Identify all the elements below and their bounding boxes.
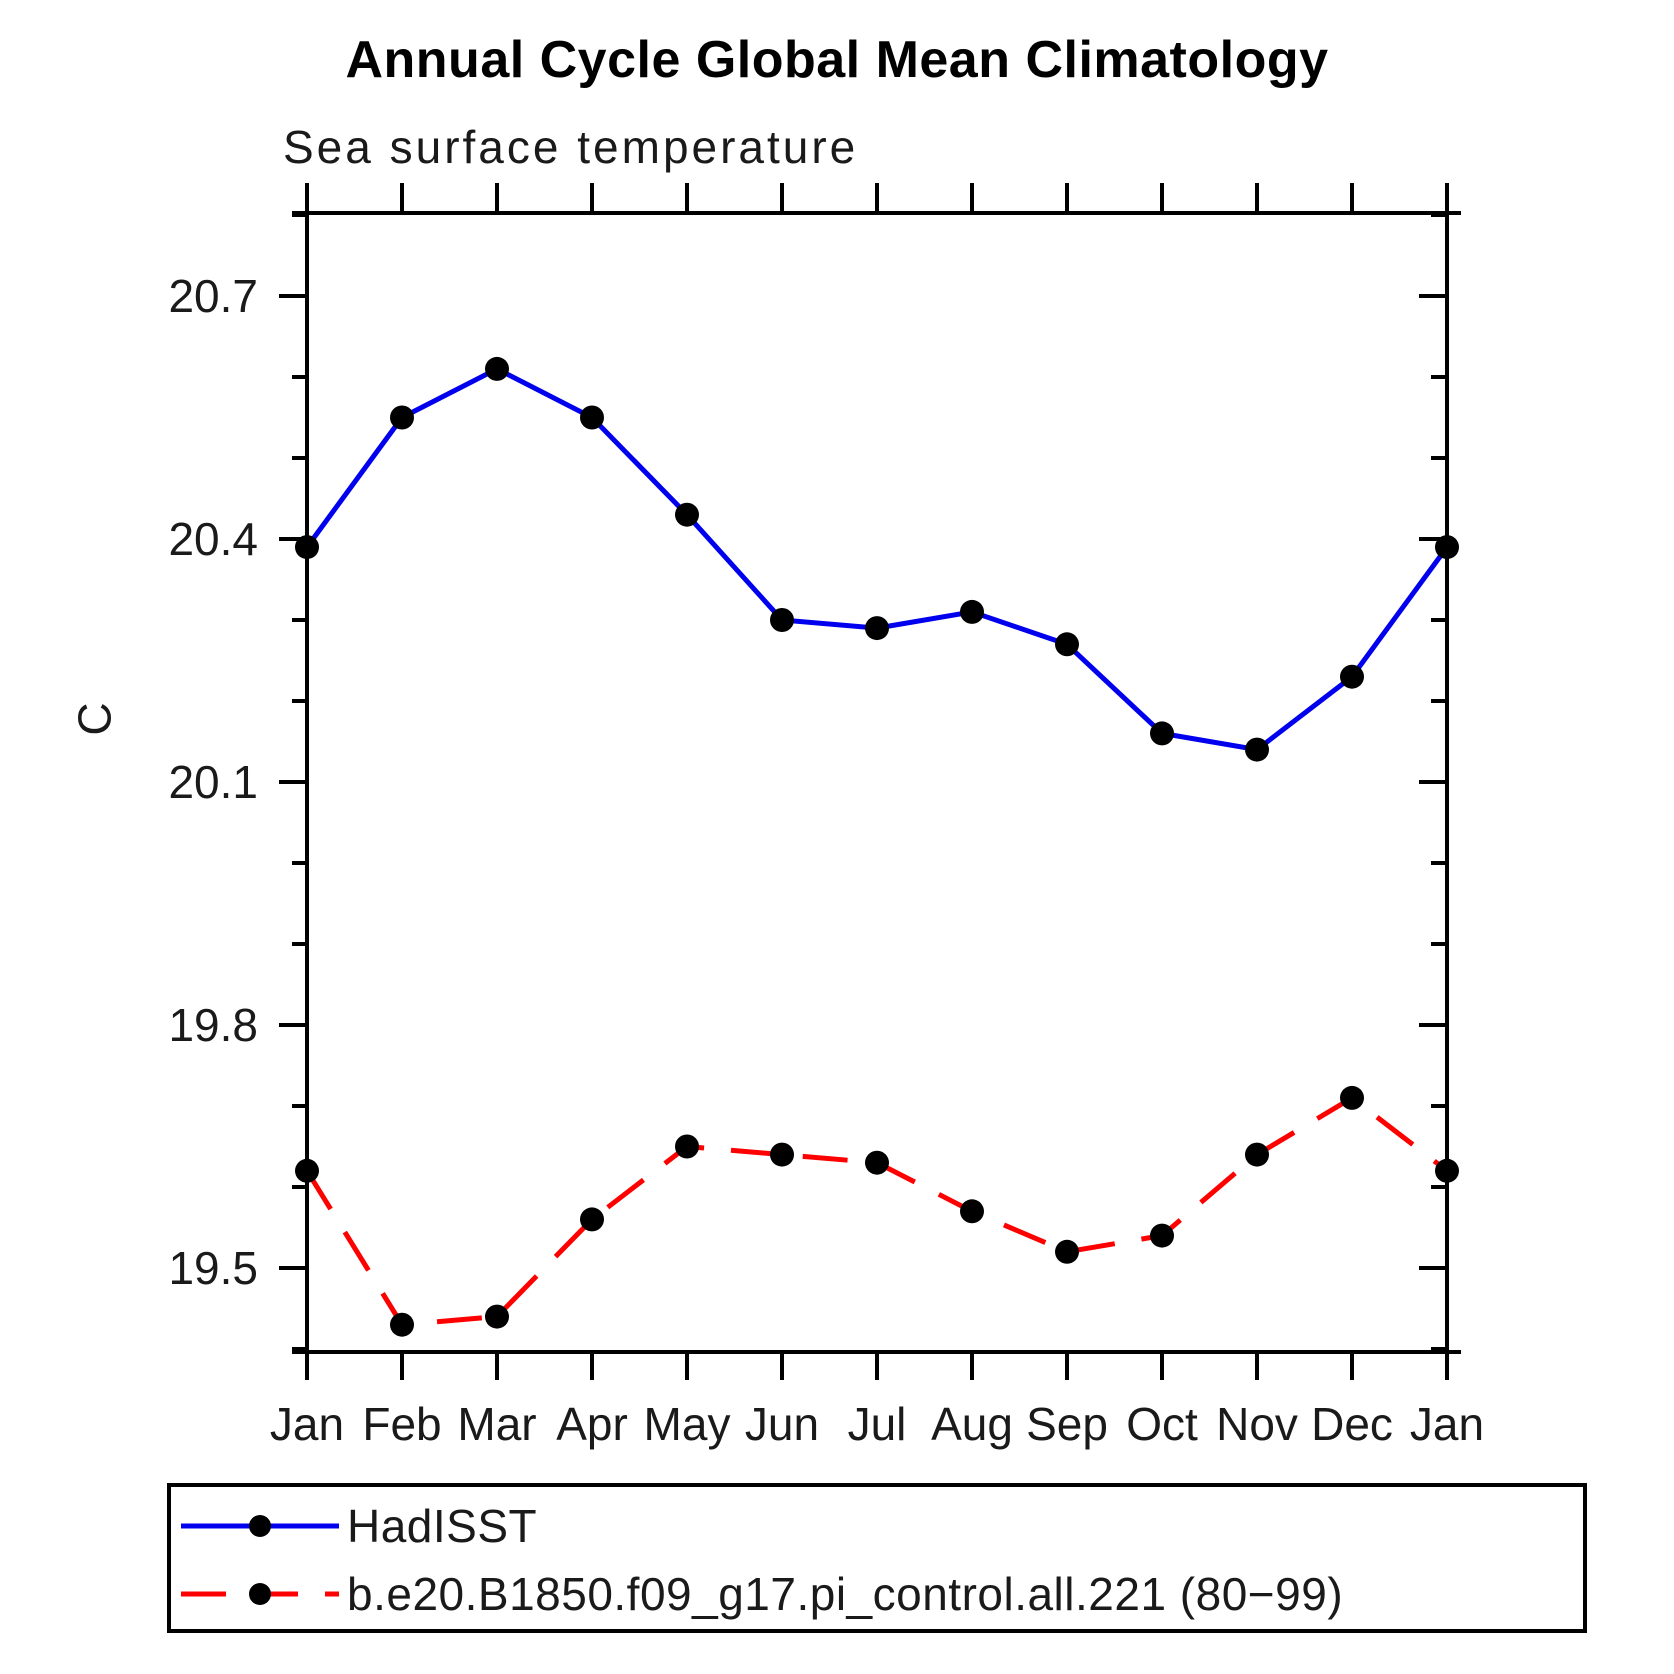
data-point-s1-4 [675, 1134, 699, 1159]
x-tick-label: Aug [931, 1398, 1013, 1450]
x-tick-label: Dec [1311, 1398, 1393, 1450]
legend-marker-dot [249, 1583, 271, 1605]
data-point-s0-9 [1150, 721, 1174, 746]
legend-label-model: b.e20.B1850.f09_g17.pi_control.all.221 (… [347, 1568, 1344, 1620]
data-point-s0-8 [1055, 632, 1079, 657]
legend-marker-dot [249, 1515, 271, 1537]
y-tick-label: 19.5 [168, 1242, 258, 1294]
data-point-s1-2 [485, 1304, 509, 1329]
data-point-s1-7 [960, 1199, 984, 1224]
x-tick-label: Sep [1026, 1398, 1108, 1450]
chart-title: Annual Cycle Global Mean Climatology [345, 31, 1329, 89]
data-point-s1-9 [1150, 1223, 1174, 1248]
legend-row-model: b.e20.B1850.f09_g17.pi_control.all.221 (… [176, 1568, 1344, 1620]
x-tick-label: May [644, 1398, 731, 1450]
data-point-s1-0 [295, 1158, 319, 1183]
series-line-1 [304, 1094, 1449, 1328]
x-tick-label: Nov [1216, 1398, 1298, 1450]
legend-sample-model [181, 1583, 339, 1605]
data-point-s0-1 [390, 405, 414, 430]
data-point-s0-5 [770, 608, 794, 632]
data-point-s0-3 [580, 405, 604, 430]
y-tick-label: 20.1 [168, 756, 258, 808]
data-point-s0-4 [675, 502, 699, 527]
x-tick-label: Apr [556, 1398, 628, 1450]
x-tick-label: Jan [1410, 1398, 1484, 1450]
data-point-s0-12 [1435, 535, 1459, 560]
data-point-s1-8 [1055, 1239, 1079, 1264]
series-line-0 [304, 366, 1450, 753]
x-tick-label: Jun [745, 1398, 819, 1450]
x-tick-label: Jul [848, 1398, 907, 1450]
data-point-s0-7 [960, 599, 984, 624]
x-tick-label: Oct [1126, 1398, 1198, 1450]
data-point-s1-5 [770, 1142, 794, 1167]
data-point-s1-6 [865, 1150, 889, 1175]
data-point-s0-11 [1340, 664, 1364, 689]
y-tick-label: 20.4 [168, 513, 258, 565]
data-point-s1-12 [1435, 1158, 1459, 1183]
x-tick-label: Feb [362, 1398, 441, 1450]
data-point-s1-3 [580, 1207, 604, 1232]
legend-box: HadISST b.e20.B1850.f09_g17.pi_control.a… [167, 1483, 1587, 1633]
data-point-s1-1 [390, 1312, 414, 1337]
legend-row-hadisst: HadISST [176, 1500, 538, 1552]
data-point-s0-10 [1245, 737, 1269, 762]
x-tick-label: Jan [270, 1398, 344, 1450]
data-point-s1-10 [1245, 1142, 1269, 1167]
data-point-s0-6 [865, 616, 889, 641]
chart-subtitle: Sea surface temperature [283, 121, 859, 173]
data-point-s0-0 [295, 535, 319, 560]
y-tick-label: 20.7 [168, 270, 258, 322]
data-point-s0-2 [485, 356, 509, 381]
data-point-s1-11 [1340, 1085, 1364, 1110]
legend-sample-hadisst [181, 1515, 339, 1537]
x-tick-label: Mar [457, 1398, 536, 1450]
y-tick-label: 19.8 [168, 999, 258, 1051]
legend-label-hadisst: HadISST [347, 1500, 538, 1552]
